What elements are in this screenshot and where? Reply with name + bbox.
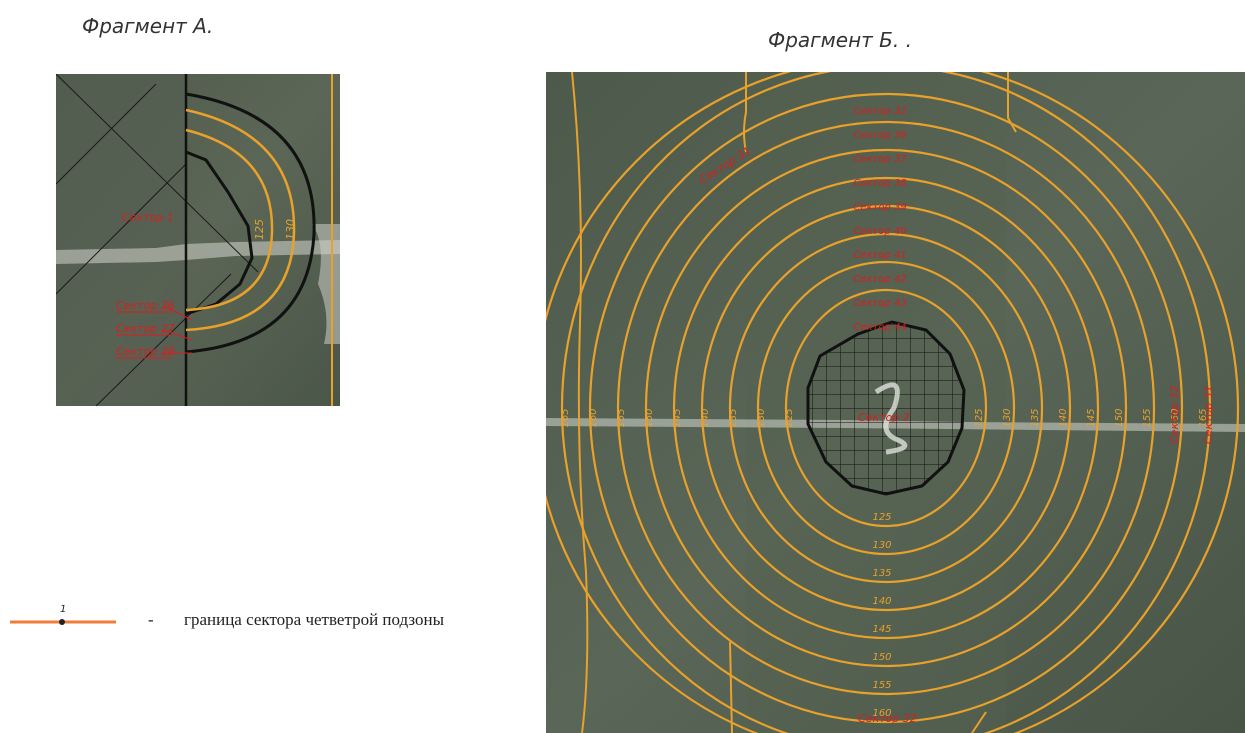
sector-label: Сектор 41 (853, 250, 906, 261)
isoline-value-right: 160 (1170, 408, 1181, 427)
isoline-value-bottom: 140 (872, 596, 891, 607)
legend-marker-dot (59, 619, 65, 625)
isoline-value-left: 135 (728, 408, 739, 427)
isoline-value-left: 150 (644, 408, 655, 427)
sector-label: Сектор 42 (853, 274, 906, 285)
sector-27-label: Сектор 27 (116, 322, 175, 335)
sector-label: Сектор 32 (853, 106, 906, 117)
isoline-ring (616, 120, 1156, 696)
sector-label: Сектор 43 (853, 298, 906, 309)
isoline-value-left: 155 (616, 408, 627, 427)
sector-32-label-right: Сектор 32 (1168, 385, 1181, 444)
isoline-value-left: 125 (784, 408, 795, 427)
field-boundary-left (571, 72, 589, 733)
isoline-value-bottom: 160 (872, 708, 891, 719)
leader-27 (163, 329, 193, 341)
sector-31-label-right: Сектор 31 (1202, 385, 1215, 444)
isoline-value-right: 125 (974, 408, 985, 427)
isoline-ring (784, 288, 988, 528)
sector-26-label: Сектор 26 (116, 299, 175, 312)
legend-dash: - (148, 610, 154, 629)
road-a (56, 240, 340, 264)
isoline-value-left: 145 (672, 408, 683, 427)
isoline-value-left: 160 (588, 408, 599, 427)
isoline-value-right: 130 (1002, 408, 1013, 427)
iso-label-125-a: 125 (253, 219, 266, 240)
sector-32-label-bottom: Сектор 32 (858, 712, 917, 725)
isoline-value-right: 165 (1198, 408, 1209, 427)
isoline-ring (644, 148, 1128, 668)
field-boundary-top-mid (743, 72, 747, 153)
legend: 1 - граница сектора четветрой подзоны (8, 598, 528, 638)
grid-line-a3 (95, 273, 232, 406)
isoline-value-bottom: 125 (872, 512, 891, 523)
isoline-ring (700, 204, 1072, 612)
isoline-value-bottom: 150 (872, 652, 891, 663)
center-sector-label: Сектор 2 (858, 411, 910, 424)
isoline-value-bottom: 145 (872, 624, 891, 635)
isoline-ring-outer (546, 72, 1239, 733)
fragment-a-svg: 125 130 Сектор 1 Сектор 26 Сектор 27 Сек… (56, 74, 340, 406)
legend-text: граница сектора четветрой подзоны (184, 610, 445, 629)
isoline-ring (728, 232, 1044, 584)
boundary-polygon-a (185, 150, 254, 316)
industrial-site (874, 382, 908, 455)
isoline-value-left: 140 (700, 408, 711, 427)
isoline-value-right: 145 (1086, 408, 1097, 427)
isoline-ring (756, 260, 1016, 556)
sector-label: Сектор 37 (853, 154, 907, 165)
legend-marker-number: 1 (60, 604, 66, 615)
isoline-rings (546, 72, 1239, 733)
grid-line-a4 (56, 163, 187, 295)
legend-line-symbol: 1 (10, 604, 116, 625)
sector-label: Сектор 38 (853, 178, 906, 189)
sector-1-label: Сектор 1 (122, 211, 174, 224)
fragment-b-title: Фрагмент Б. . (768, 28, 912, 52)
iso-label-130-a: 130 (284, 219, 297, 240)
isoline-ring (560, 72, 1212, 733)
field-boundary-bottom-mid (729, 641, 733, 733)
field-left-a (56, 74, 186, 406)
isoline-value-right: 140 (1058, 408, 1069, 427)
isoline-inner-a (185, 128, 274, 312)
sector-28-label: Сектор 28 (116, 345, 175, 358)
sector-label: Сектор 44 (853, 322, 906, 333)
isoline-value-right: 135 (1030, 408, 1041, 427)
grid-line-a1 (56, 74, 259, 273)
field-boundary-top-right (1007, 72, 1017, 133)
sector-labels: Сектор 32 Сектор 36 Сектор 37 Сектор 38 Сект… (560, 106, 1209, 719)
isoline-value-right: 155 (1142, 408, 1153, 427)
isoline-value-right: 150 (1114, 408, 1125, 427)
isoline-value-left: 130 (756, 408, 767, 427)
sector-label: Сектор 39 (853, 202, 906, 213)
field-boundary-bottom-right (971, 711, 987, 733)
fragment-b-map[interactable]: Сектор 32 Сектор 36 Сектор 37 Сектор 38 Сект… (546, 72, 1245, 733)
isoline-125-a (185, 108, 296, 332)
isoline-value-bottom: 135 (872, 568, 891, 579)
boundary-outer-a (185, 92, 316, 354)
sector-label: Сектор 40 (853, 226, 906, 237)
isoline-value-bottom: 155 (872, 680, 891, 691)
sanitary-zone-polygon (806, 320, 966, 496)
isoline-ring (672, 176, 1100, 640)
isoline-value-bottom: 130 (872, 540, 891, 551)
sector-label: Сектор 36 (853, 130, 906, 141)
grid-line-a2 (56, 83, 157, 185)
leader-26 (163, 305, 193, 321)
isoline-ring (588, 92, 1184, 724)
fragment-a-title: Фрагмент А. (82, 14, 214, 38)
isoline-value-left: 165 (560, 408, 571, 427)
fragment-a-map[interactable]: 125 130 Сектор 1 Сектор 26 Сектор 27 Сек… (56, 74, 340, 406)
fragment-b-svg: Сектор 32 Сектор 36 Сектор 37 Сектор 38 Сект… (546, 72, 1245, 733)
